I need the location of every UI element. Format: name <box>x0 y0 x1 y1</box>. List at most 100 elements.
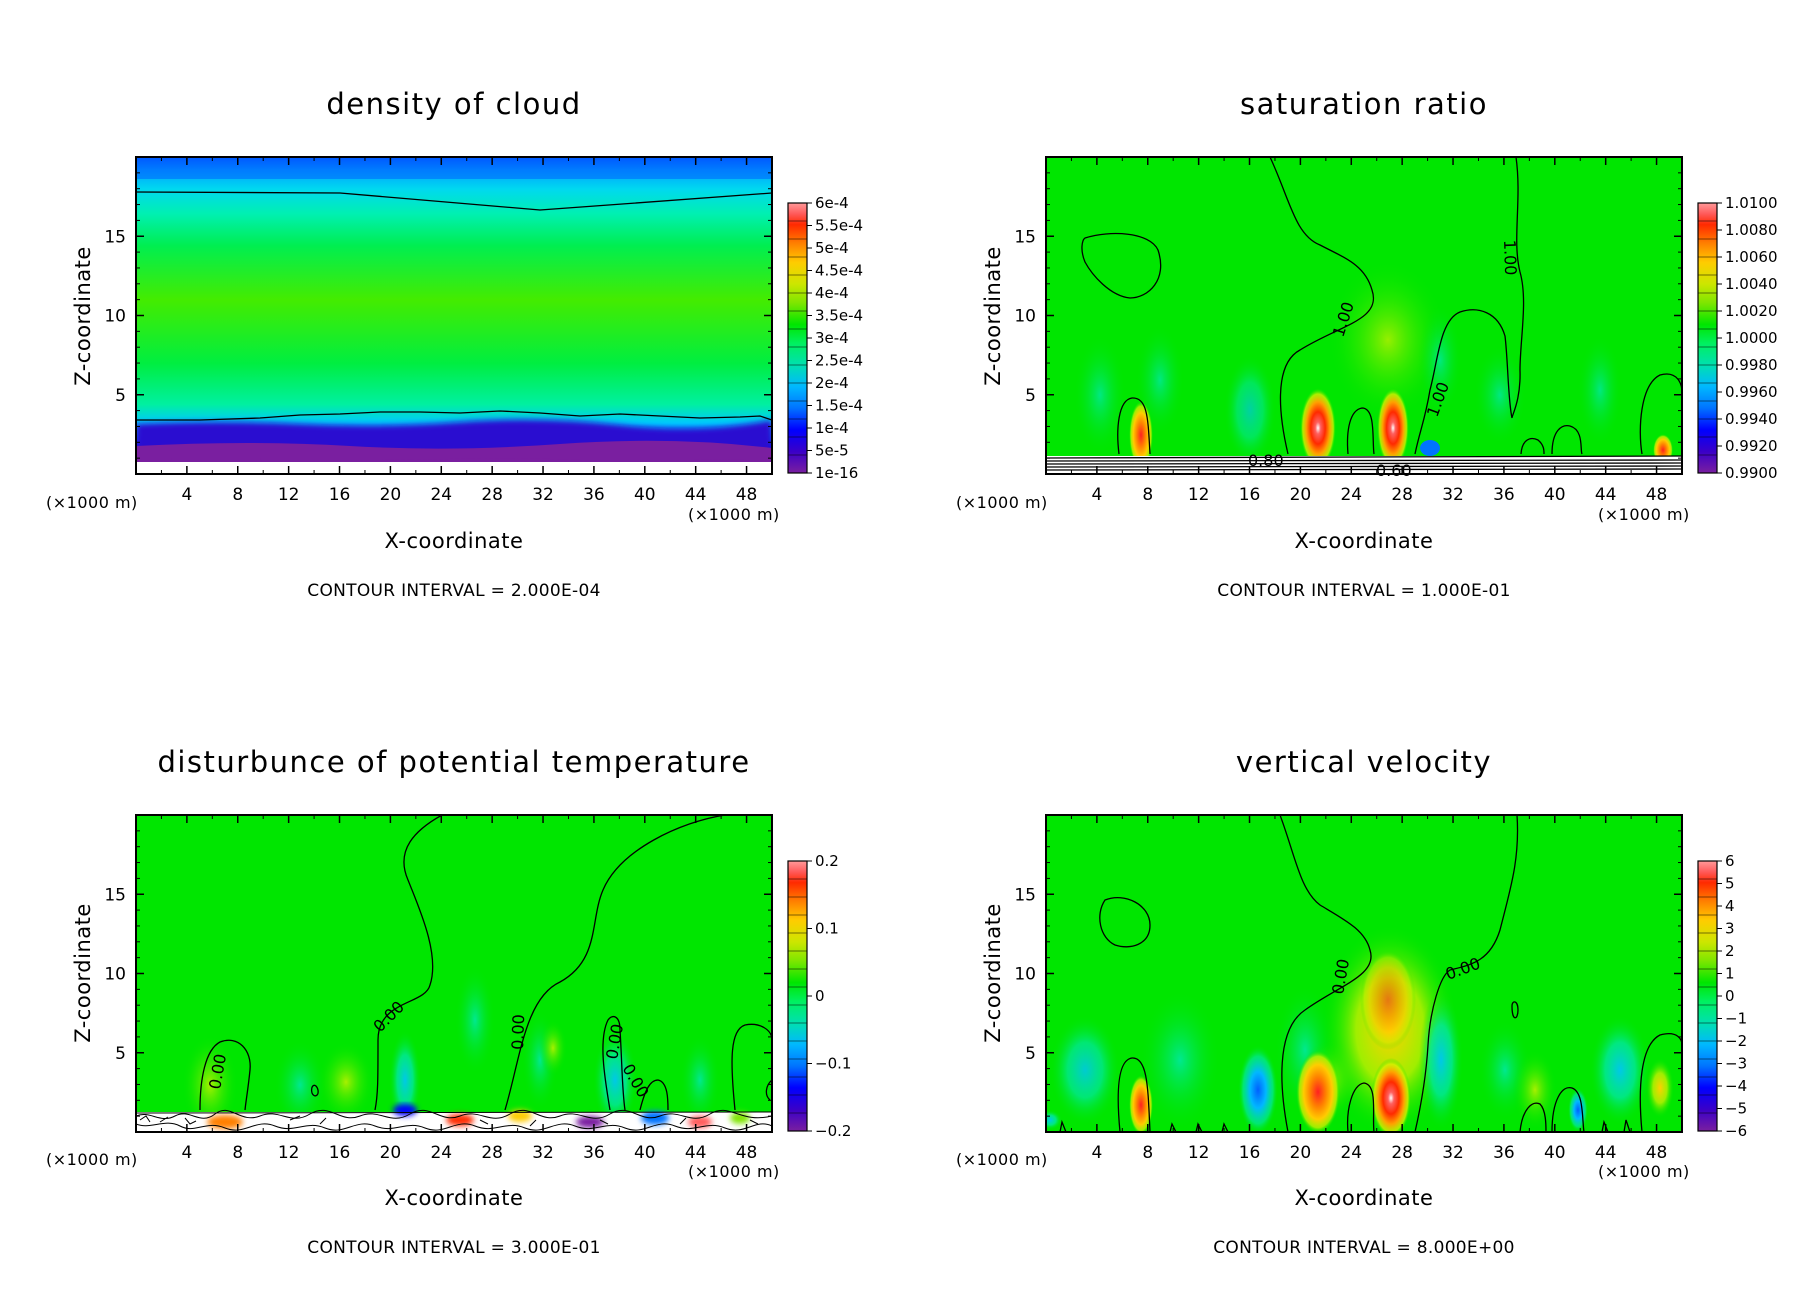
colorbar-label: 5e-4 <box>815 239 849 257</box>
colorbar: 6 5 4 3 2 1 0 −1 −2 −3 −4 −5 −6 <box>1697 852 1747 1140</box>
x-tick-label: 40 <box>1544 1143 1566 1163</box>
x-tick-label: 44 <box>1595 485 1617 505</box>
colorbar-label: 0.1 <box>815 920 839 938</box>
x-tick-label: 32 <box>532 485 554 505</box>
y-axis-label: Z-coordinate <box>71 903 95 1043</box>
colorbar: 6e-4 5.5e-4 5e-4 4.5e-4 4e-4 3.5e-4 3e-4 2.5e-4… <box>787 194 863 482</box>
x-axis: 4 8 12 16 20 24 28 32 36 40 44 48 <box>160 815 758 1163</box>
colorbar-label: 1.0000 <box>1725 329 1778 347</box>
colorbar-label: 5.5e-4 <box>815 217 863 235</box>
contour-label: 0.00 <box>508 1014 528 1050</box>
colorbar: 0.2 0.1 0 −0.1 −0.2 <box>787 852 851 1140</box>
chart-title: vertical velocity <box>1236 745 1492 779</box>
y-tick-label: 10 <box>104 307 126 327</box>
y-tick-label: 5 <box>115 1044 126 1064</box>
x-axis: 4 8 12 16 20 24 28 32 36 40 44 48 <box>160 157 758 505</box>
colorbar-gradient <box>1698 861 1717 1131</box>
x-tick-label: 44 <box>685 485 707 505</box>
x-tick-label: 16 <box>329 1143 351 1163</box>
x-tick-label: 32 <box>1442 1143 1464 1163</box>
x-tick-label: 12 <box>1188 1143 1210 1163</box>
x-tick-label: 48 <box>1646 1143 1668 1163</box>
x-axis: 4 8 12 16 20 24 28 32 36 40 44 48 <box>1070 815 1668 1163</box>
contour-label: 0.80 <box>1248 451 1284 470</box>
colorbar-label: 2 <box>1725 942 1735 960</box>
x-tick-label: 24 <box>1340 1143 1362 1163</box>
panel-potential-temperature: disturbunce of potential temperature <box>46 745 851 1258</box>
x-tick-label: 16 <box>329 485 351 505</box>
x-tick-label: 4 <box>181 1143 192 1163</box>
colorbar-label: 4 <box>1725 897 1735 915</box>
x-tick-label: 36 <box>583 485 605 505</box>
x-tick-label: 12 <box>1188 485 1210 505</box>
chart-title: density of cloud <box>326 87 581 121</box>
colorbar-label: 1.0060 <box>1725 248 1778 266</box>
colorbar-label: 1.0020 <box>1725 302 1778 320</box>
contour-lines <box>1059 815 1682 1132</box>
colorbar-label: 1e-16 <box>815 464 858 482</box>
colorbar-label: 1 <box>1725 965 1735 983</box>
x-tick-label: 16 <box>1239 1143 1261 1163</box>
colorbar-label: 6e-4 <box>815 194 849 212</box>
colorbar-label: −2 <box>1725 1032 1747 1050</box>
colorbar-label: 3.5e-4 <box>815 307 863 325</box>
y-axis: 5 10 15 <box>1014 830 1682 1117</box>
contour-interval-label: CONTOUR INTERVAL = 1.000E-01 <box>1217 581 1510 601</box>
colorbar-label: 0 <box>815 987 825 1005</box>
y-axis: 5 10 15 <box>104 830 772 1117</box>
y-tick-label: 5 <box>1025 386 1036 406</box>
x-tick-label: 4 <box>1091 1143 1102 1163</box>
x-tick-label: 16 <box>1239 485 1261 505</box>
colorbar-label: 0.9920 <box>1725 437 1778 455</box>
x-tick-label: 12 <box>278 485 300 505</box>
x-tick-label: 4 <box>181 485 192 505</box>
contour-interval-label: CONTOUR INTERVAL = 2.000E-04 <box>307 581 600 601</box>
y-tick-label: 15 <box>104 885 126 905</box>
colorbar-label: 3e-4 <box>815 329 849 347</box>
contour-lines <box>1046 157 1682 471</box>
colorbar-gradient <box>788 861 807 1131</box>
colorbar-gradient <box>1698 203 1717 473</box>
colorbar-frame <box>787 860 808 1132</box>
colorbar-label: 1e-4 <box>815 419 849 437</box>
contour-interval-label: CONTOUR INTERVAL = 8.000E+00 <box>1213 1238 1515 1258</box>
x-tick-label: 32 <box>1442 485 1464 505</box>
colorbar-label: 6 <box>1725 852 1735 870</box>
y-axis-label: Z-coordinate <box>981 903 1005 1043</box>
x-tick-label: 44 <box>685 1143 707 1163</box>
x-unit-label: (×1000 m) <box>956 1150 1048 1169</box>
x-tick-label: 8 <box>1142 485 1153 505</box>
colorbar-label: −5 <box>1725 1100 1747 1118</box>
colorbar-label: 2e-4 <box>815 374 849 392</box>
x-tick-label: 36 <box>1493 1143 1515 1163</box>
y-axis: 5 10 15 <box>104 172 772 459</box>
y-tick-label: 10 <box>104 965 126 985</box>
y-tick-label: 10 <box>1014 307 1036 327</box>
x-unit-label: (×1000 m) <box>956 493 1048 512</box>
x-tick-label: 48 <box>736 485 758 505</box>
contour-lines <box>199 815 772 1111</box>
colorbar-label: 1.0100 <box>1725 194 1778 212</box>
z-unit-label: (×1000 m) <box>688 1162 780 1181</box>
y-tick-label: 10 <box>1014 965 1036 985</box>
panel-vertical-velocity: vertical velocity <box>956 745 1747 1258</box>
contour-lines <box>136 191 772 421</box>
x-tick-label: 28 <box>481 1143 503 1163</box>
x-tick-label: 36 <box>1493 485 1515 505</box>
colorbar-label: 0.2 <box>815 852 839 870</box>
colorbar-label: −6 <box>1725 1122 1747 1140</box>
colorbar-label: 5 <box>1725 875 1735 893</box>
chart-title: saturation ratio <box>1240 87 1488 121</box>
x-axis-label: X-coordinate <box>1295 529 1434 553</box>
x-unit-label: (×1000 m) <box>46 493 138 512</box>
x-tick-label: 48 <box>736 1143 758 1163</box>
x-tick-label: 20 <box>1290 1143 1312 1163</box>
colorbar-label: −0.2 <box>815 1122 851 1140</box>
colorbar-label: 1.5e-4 <box>815 397 863 415</box>
colorbar: 1.0100 1.0080 1.0060 1.0040 1.0020 1.0000 0.99… <box>1697 194 1778 482</box>
x-tick-label: 48 <box>1646 485 1668 505</box>
x-tick-label: 40 <box>1544 485 1566 505</box>
colorbar-label: 5e-5 <box>815 442 849 460</box>
y-tick-label: 15 <box>104 227 126 247</box>
